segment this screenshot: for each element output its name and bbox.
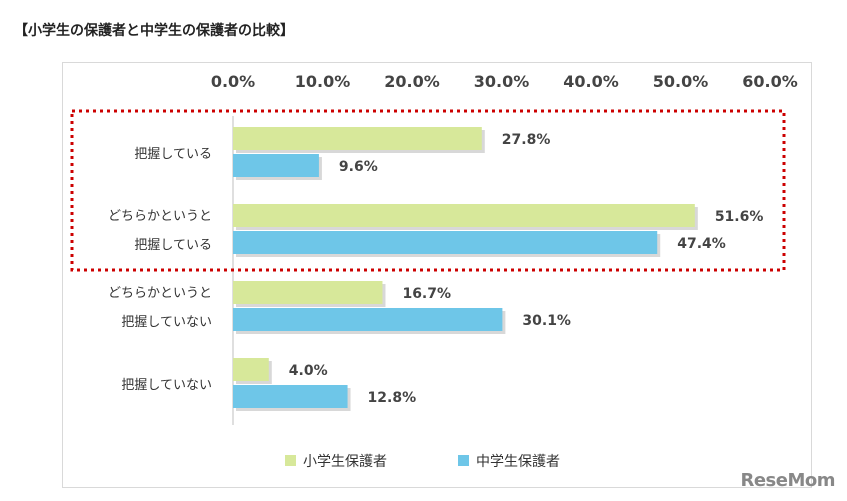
x-tick-label: 30.0% [474, 72, 530, 91]
data-label: 30.1% [522, 313, 571, 329]
data-label: 16.7% [402, 286, 451, 302]
x-tick-label: 60.0% [742, 72, 798, 91]
bar [233, 231, 658, 254]
brand-logo: ReseMom [740, 470, 835, 491]
data-label: 27.8% [502, 132, 551, 148]
bar [233, 204, 695, 227]
x-tick-label: 40.0% [563, 72, 619, 91]
bar [233, 154, 319, 177]
category-label: どちらかというと [108, 209, 212, 224]
data-label: 51.6% [715, 209, 764, 225]
data-label: 12.8% [368, 390, 417, 406]
legend-label: 小学生保護者 [303, 454, 387, 470]
x-tick-label: 0.0% [211, 72, 255, 91]
data-label: 4.0% [289, 363, 328, 379]
x-tick-label: 50.0% [653, 72, 709, 91]
x-tick-label: 10.0% [295, 72, 351, 91]
x-tick-label: 20.0% [384, 72, 440, 91]
bar [233, 385, 348, 408]
highlight-box [70, 109, 786, 272]
data-label: 47.4% [677, 236, 726, 252]
bar [233, 281, 383, 304]
bar [233, 127, 482, 150]
legend-label: 中学生保護者 [476, 454, 560, 470]
category-label: 把握していない [121, 315, 212, 330]
bar [233, 358, 269, 381]
chart-frame [62, 62, 812, 488]
page-title: 【小学生の保護者と中学生の保護者の比較】 [14, 23, 294, 39]
category-label: 把握していない [121, 378, 212, 393]
category-label: 把握している [134, 147, 212, 162]
legend-swatch [285, 455, 296, 466]
data-label: 9.6% [339, 159, 378, 175]
category-label: どちらかというと [108, 286, 212, 301]
legend-swatch [458, 455, 469, 466]
bar [233, 308, 503, 331]
category-label: 把握している [134, 238, 212, 253]
